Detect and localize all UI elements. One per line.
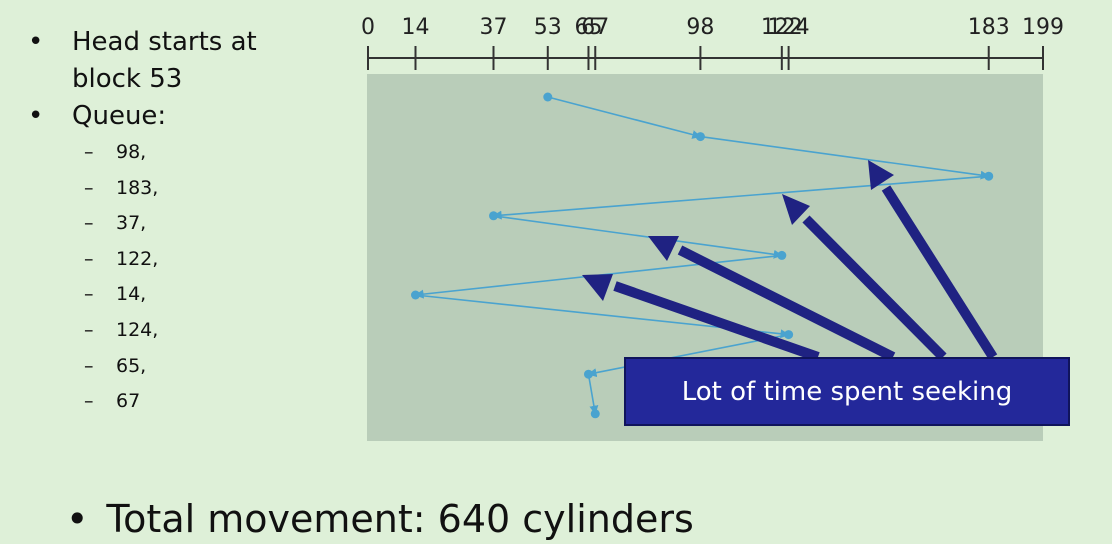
callout-box: Lot of time spent seeking [624, 357, 1070, 426]
bullet-list: • Head starts at block 53 • Queue: –98, … [28, 24, 282, 420]
seek-segment [587, 374, 599, 415]
axis-tick-label: 53 [534, 15, 562, 40]
bullet-head-start: • Head starts at block 53 [28, 24, 282, 98]
queue-item: –67 [84, 390, 141, 413]
callout-arrow [881, 185, 998, 360]
queue-item: –183, [84, 176, 159, 199]
total-movement: • Total movement: 640 cylinders [66, 494, 694, 544]
axis-tick-label: 14 [401, 15, 429, 40]
callout-arrow-head [648, 236, 679, 261]
total-movement-text: Total movement: 640 cylinders [106, 497, 694, 541]
callout-arrow [613, 281, 820, 362]
seek-point [583, 369, 593, 379]
queue-item: –37, [84, 212, 147, 235]
seek-segment [547, 96, 702, 139]
seek-point [984, 171, 994, 181]
seek-segment [587, 333, 789, 378]
seek-segment [700, 135, 990, 180]
axis-tick-label: 122 [761, 15, 803, 40]
axis-tick-label: 98 [686, 15, 714, 40]
seek-point [590, 409, 600, 419]
axis-tick-label: 65 [574, 15, 602, 40]
queue-item: –122, [84, 247, 159, 270]
seek-point [777, 250, 787, 260]
callout-arrow [802, 215, 947, 361]
bullet-dot: • [28, 27, 44, 57]
callout-arrow-head [782, 194, 810, 225]
axis-tick-label: 67 [581, 15, 609, 40]
seek-point [489, 211, 499, 221]
queue-item: –124, [84, 318, 159, 341]
seek-points [410, 92, 994, 419]
seek-segment [493, 215, 783, 259]
bullet-dot: • [28, 101, 44, 131]
bullet-queue: • Queue: [28, 98, 282, 135]
seek-point [543, 92, 553, 102]
queue-item: –65, [84, 354, 147, 377]
queue-label: Queue: [72, 101, 167, 131]
bullet-dot: • [66, 497, 89, 541]
callout-arrow-head [582, 274, 613, 301]
axis-tick-label: 0 [361, 15, 375, 40]
axis-tick-label: 183 [968, 15, 1010, 40]
axis-tick-label: 199 [1022, 15, 1064, 40]
axis-tick-label: 37 [480, 15, 508, 40]
seek-point [695, 132, 705, 142]
head-start-text: Head starts at block 53 [72, 27, 257, 94]
queue-list: –98, –183, –37, –122, –14, –124, –65, –6… [28, 135, 282, 420]
queue-item: –98, [84, 141, 147, 163]
queue-item: –14, [84, 283, 147, 306]
seek-segment [492, 175, 989, 220]
seek-point [784, 330, 794, 340]
callout-arrows [582, 160, 998, 362]
axis-tick-label: 124 [768, 15, 810, 40]
callout-arrow-head [868, 160, 894, 190]
callout-arrow [677, 245, 896, 362]
seek-point [410, 290, 420, 300]
